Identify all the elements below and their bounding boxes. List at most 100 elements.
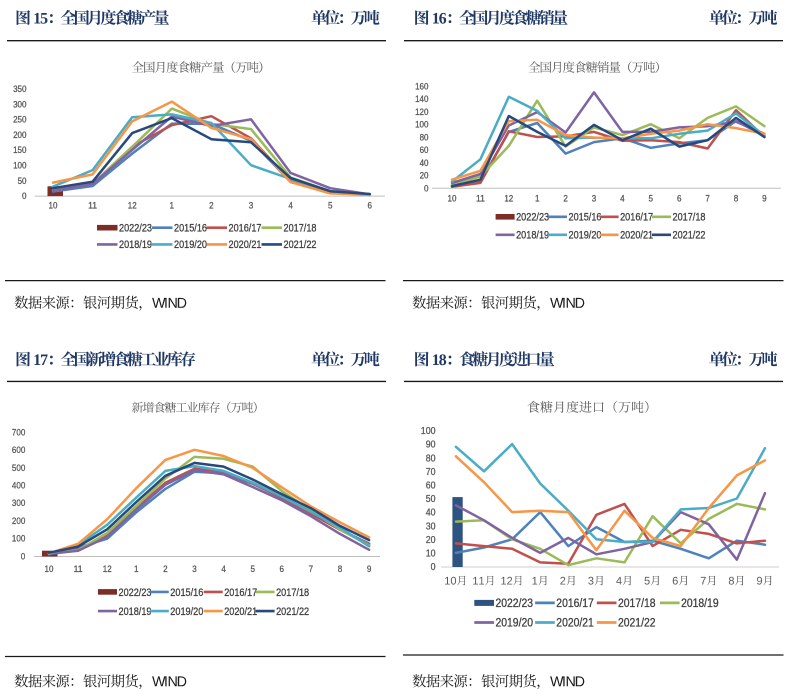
svg-text:100: 100 xyxy=(421,425,436,437)
svg-text:2018/19: 2018/19 xyxy=(119,239,152,251)
svg-text:90: 90 xyxy=(426,439,436,451)
svg-text:2017/18: 2017/18 xyxy=(618,598,656,610)
svg-text:8: 8 xyxy=(338,564,343,575)
svg-text:300: 300 xyxy=(13,99,26,110)
svg-text:40: 40 xyxy=(426,507,436,519)
svg-text:140: 140 xyxy=(415,94,428,105)
svg-text:2022/23: 2022/23 xyxy=(496,598,534,610)
svg-text:4: 4 xyxy=(221,564,226,575)
svg-text:60: 60 xyxy=(426,480,436,492)
svg-text:2021/22: 2021/22 xyxy=(618,618,656,630)
svg-text:2: 2 xyxy=(563,193,568,204)
svg-text:200: 200 xyxy=(13,130,26,141)
svg-text:11: 11 xyxy=(476,193,485,204)
svg-text:2016/17: 2016/17 xyxy=(224,587,257,599)
svg-text:500: 500 xyxy=(12,463,25,474)
svg-text:400: 400 xyxy=(12,481,25,492)
svg-text:10: 10 xyxy=(426,548,436,560)
svg-text:11: 11 xyxy=(74,564,83,575)
svg-text:60: 60 xyxy=(420,145,429,156)
svg-text:10: 10 xyxy=(448,193,457,204)
svg-text:2018/19: 2018/19 xyxy=(681,598,719,610)
svg-text:2017/18: 2017/18 xyxy=(673,212,706,224)
svg-text:8: 8 xyxy=(734,193,739,204)
svg-text:2022/23: 2022/23 xyxy=(119,223,152,235)
svg-text:0: 0 xyxy=(22,191,27,202)
svg-text:80: 80 xyxy=(420,132,429,143)
svg-text:700: 700 xyxy=(12,427,25,438)
svg-text:7: 7 xyxy=(309,564,314,575)
svg-text:2016/17: 2016/17 xyxy=(556,598,594,610)
svg-text:120: 120 xyxy=(415,107,428,118)
svg-text:50: 50 xyxy=(18,176,27,187)
svg-text:2017/18: 2017/18 xyxy=(284,223,317,235)
svg-text:12: 12 xyxy=(103,564,112,575)
svg-text:0: 0 xyxy=(424,183,429,194)
svg-text:160: 160 xyxy=(415,81,428,92)
svg-text:2019/20: 2019/20 xyxy=(569,230,602,242)
svg-text:1: 1 xyxy=(134,564,139,575)
svg-text:7: 7 xyxy=(705,193,710,204)
svg-text:80: 80 xyxy=(426,452,436,464)
svg-text:150: 150 xyxy=(13,145,26,156)
svg-text:4: 4 xyxy=(288,200,293,211)
svg-text:10: 10 xyxy=(45,564,54,575)
svg-text:5: 5 xyxy=(328,200,333,211)
svg-text:30: 30 xyxy=(426,520,436,532)
svg-text:50: 50 xyxy=(426,493,436,505)
svg-text:3: 3 xyxy=(192,564,197,575)
svg-text:350: 350 xyxy=(13,84,26,95)
svg-text:2019/20: 2019/20 xyxy=(496,618,534,630)
svg-text:3: 3 xyxy=(592,193,597,204)
svg-text:12: 12 xyxy=(128,200,137,211)
svg-text:6: 6 xyxy=(280,564,285,575)
svg-text:2: 2 xyxy=(163,564,168,575)
svg-text:2021/22: 2021/22 xyxy=(276,606,309,618)
svg-text:1: 1 xyxy=(170,200,175,211)
svg-text:250: 250 xyxy=(13,115,26,126)
svg-text:100: 100 xyxy=(12,534,25,545)
svg-text:0: 0 xyxy=(431,561,436,573)
svg-text:6: 6 xyxy=(677,193,682,204)
svg-text:2016/17: 2016/17 xyxy=(229,223,262,235)
svg-text:2015/16: 2015/16 xyxy=(174,223,207,235)
svg-text:2020/21: 2020/21 xyxy=(620,230,653,242)
svg-text:40: 40 xyxy=(420,158,429,169)
svg-text:2015/16: 2015/16 xyxy=(170,587,203,599)
svg-text:4: 4 xyxy=(620,193,625,204)
svg-text:2015/16: 2015/16 xyxy=(569,212,602,224)
svg-text:6: 6 xyxy=(368,200,373,211)
svg-text:2: 2 xyxy=(209,200,214,211)
svg-text:3: 3 xyxy=(249,200,254,211)
svg-text:10: 10 xyxy=(49,200,58,211)
svg-text:0: 0 xyxy=(21,551,26,562)
svg-text:12: 12 xyxy=(504,193,513,204)
svg-text:2022/23: 2022/23 xyxy=(516,212,549,224)
svg-text:2020/21: 2020/21 xyxy=(224,606,257,618)
svg-text:100: 100 xyxy=(415,120,428,131)
svg-text:2018/19: 2018/19 xyxy=(516,230,549,242)
svg-text:2020/21: 2020/21 xyxy=(229,239,262,251)
svg-text:2016/17: 2016/17 xyxy=(620,212,653,224)
svg-text:100: 100 xyxy=(13,161,26,172)
svg-text:2018/19: 2018/19 xyxy=(119,606,152,618)
svg-text:5: 5 xyxy=(649,193,654,204)
svg-text:2019/20: 2019/20 xyxy=(170,606,203,618)
svg-text:2022/23: 2022/23 xyxy=(119,587,152,599)
svg-text:2019/20: 2019/20 xyxy=(174,239,207,251)
svg-text:5: 5 xyxy=(250,564,255,575)
svg-text:2021/22: 2021/22 xyxy=(673,230,706,242)
svg-text:600: 600 xyxy=(12,445,25,456)
svg-text:200: 200 xyxy=(12,516,25,527)
svg-text:9: 9 xyxy=(367,564,372,575)
svg-text:20: 20 xyxy=(420,171,429,182)
svg-text:300: 300 xyxy=(12,498,25,509)
svg-text:2020/21: 2020/21 xyxy=(556,618,594,630)
svg-text:9: 9 xyxy=(762,193,767,204)
svg-text:11: 11 xyxy=(88,200,97,211)
svg-text:2017/18: 2017/18 xyxy=(276,587,309,599)
svg-text:20: 20 xyxy=(426,534,436,546)
svg-text:1: 1 xyxy=(535,193,540,204)
svg-text:70: 70 xyxy=(426,466,436,478)
svg-text:2021/22: 2021/22 xyxy=(284,239,317,251)
